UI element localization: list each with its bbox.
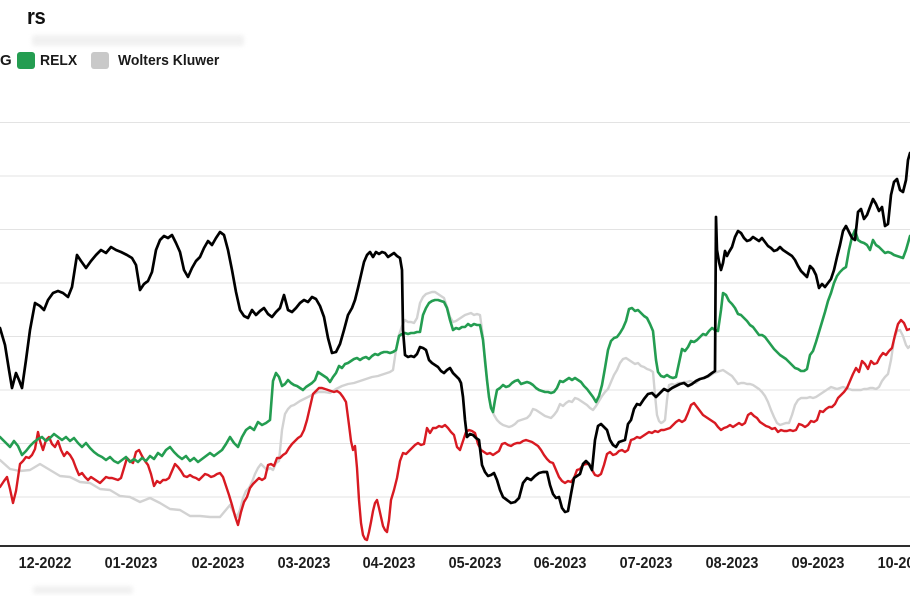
x-tick-label: 01-2023 — [104, 555, 158, 572]
x-tick-label: 02-2023 — [191, 555, 244, 572]
blurred-text-artifact-top — [32, 35, 244, 46]
chart-legend: G RELX Wolters Kluwer — [0, 51, 227, 69]
legend-cropped-label-fragment: G — [0, 51, 12, 69]
legend-label-wolters-kluwer: Wolters Kluwer — [117, 51, 219, 69]
legend-swatch-relx — [16, 51, 35, 69]
legend-label-relx: RELX — [39, 51, 77, 69]
x-tick-label: 07-2023 — [619, 555, 673, 572]
x-tick-label: 06-2023 — [533, 555, 587, 572]
x-tick-label: 08-2023 — [705, 555, 758, 572]
blurred-text-artifact-bottom — [33, 586, 133, 594]
page-title-fragment: rs — [27, 4, 46, 29]
x-tick-label: 03-2023 — [277, 555, 330, 572]
series-line-unknown-black-legend-cropped — [0, 151, 910, 514]
series-line-relx — [0, 228, 910, 465]
series-line-unknown-red-legend-cropped-ends-with-g — [0, 318, 910, 542]
series-line-wolters-kluwer — [0, 290, 910, 519]
x-tick-label: 04-2023 — [362, 555, 416, 572]
x-tick-label: 12-2022 — [18, 555, 72, 572]
x-tick-label: 09-2023 — [791, 555, 844, 572]
legend-swatch-wolters-kluwer — [90, 51, 109, 69]
x-tick-label: 05-2023 — [448, 555, 501, 572]
x-tick-label: 10-2023 — [877, 555, 910, 572]
